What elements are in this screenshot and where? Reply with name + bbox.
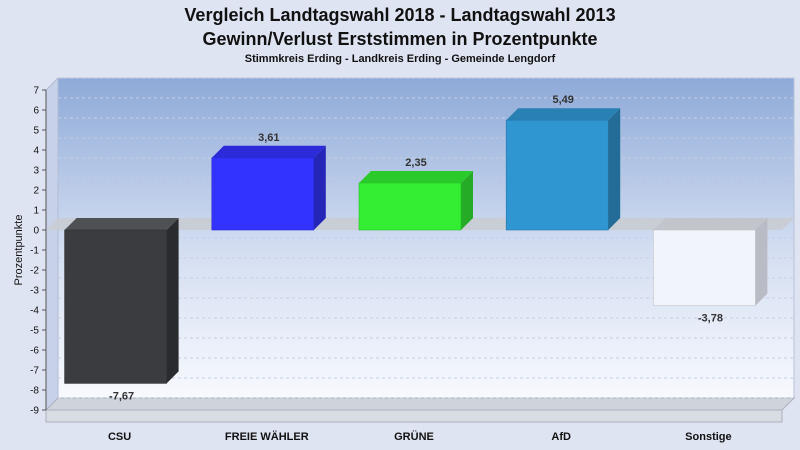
- bar-front: [505, 119, 609, 231]
- data-label: 2,35: [405, 157, 426, 169]
- y-tick-label: 3: [33, 166, 39, 177]
- x-tick-label: CSU: [108, 431, 131, 443]
- y-tick-label: 5: [33, 126, 39, 137]
- data-label: -3,78: [698, 313, 723, 325]
- bar-top: [64, 218, 179, 230]
- bar-top: [359, 171, 473, 183]
- y-tick-label: -4: [30, 306, 39, 317]
- y-tick-label: -3: [30, 286, 39, 297]
- data-label: 5,49: [552, 94, 573, 106]
- y-tick-label: -5: [30, 326, 39, 337]
- chart-title: Vergleich Landtagswahl 2018 - Landtagswa…: [184, 5, 616, 25]
- x-tick-label: Sonstige: [685, 431, 731, 443]
- bar-top: [211, 145, 326, 158]
- bar-top: [506, 108, 621, 121]
- x-tick-label: AfD: [551, 431, 571, 443]
- y-tick-label: -2: [30, 266, 39, 277]
- data-label: -7,67: [109, 390, 134, 402]
- bar-front: [358, 182, 462, 231]
- bar-front: [64, 229, 167, 384]
- bar-side: [608, 108, 621, 230]
- y-axis-label: Prozentpunkte: [13, 215, 25, 286]
- y-tick-label: -7: [30, 366, 39, 377]
- bar-side: [461, 171, 473, 230]
- chart-subtitle: Gewinn/Verlust Erststimmen in Prozentpun…: [202, 29, 598, 49]
- bar-top: [653, 218, 768, 230]
- bar-side: [313, 145, 326, 230]
- bar-side: [755, 218, 768, 306]
- y-tick-label: -6: [30, 346, 39, 357]
- chart-caption: Stimmkreis Erding - Landkreis Erding - G…: [244, 53, 556, 65]
- data-label: 3,61: [258, 132, 279, 144]
- bar-grüne: [358, 171, 473, 231]
- x-tick-label: FREIE WÄHLER: [225, 430, 309, 443]
- y-tick-label: -9: [30, 406, 39, 417]
- y-tick-label: -8: [30, 386, 39, 397]
- y-tick-label: 7: [33, 86, 39, 97]
- bar-front: [211, 157, 315, 231]
- y-tick-label: 6: [33, 106, 39, 117]
- bar-freie-wähler: [211, 145, 326, 231]
- bar-csu: [64, 218, 179, 384]
- x-tick-label: GRÜNE: [394, 430, 434, 443]
- bar-afd: [505, 108, 621, 231]
- y-tick-label: 0: [33, 226, 39, 237]
- bar-front: [653, 229, 756, 306]
- y-tick-label: 4: [33, 146, 39, 157]
- bar-side: [166, 218, 179, 384]
- y-tick-label: -1: [30, 246, 39, 257]
- y-tick-label: 1: [33, 206, 39, 217]
- bar-sonstige: [653, 218, 768, 306]
- y-tick-label: 2: [33, 186, 39, 197]
